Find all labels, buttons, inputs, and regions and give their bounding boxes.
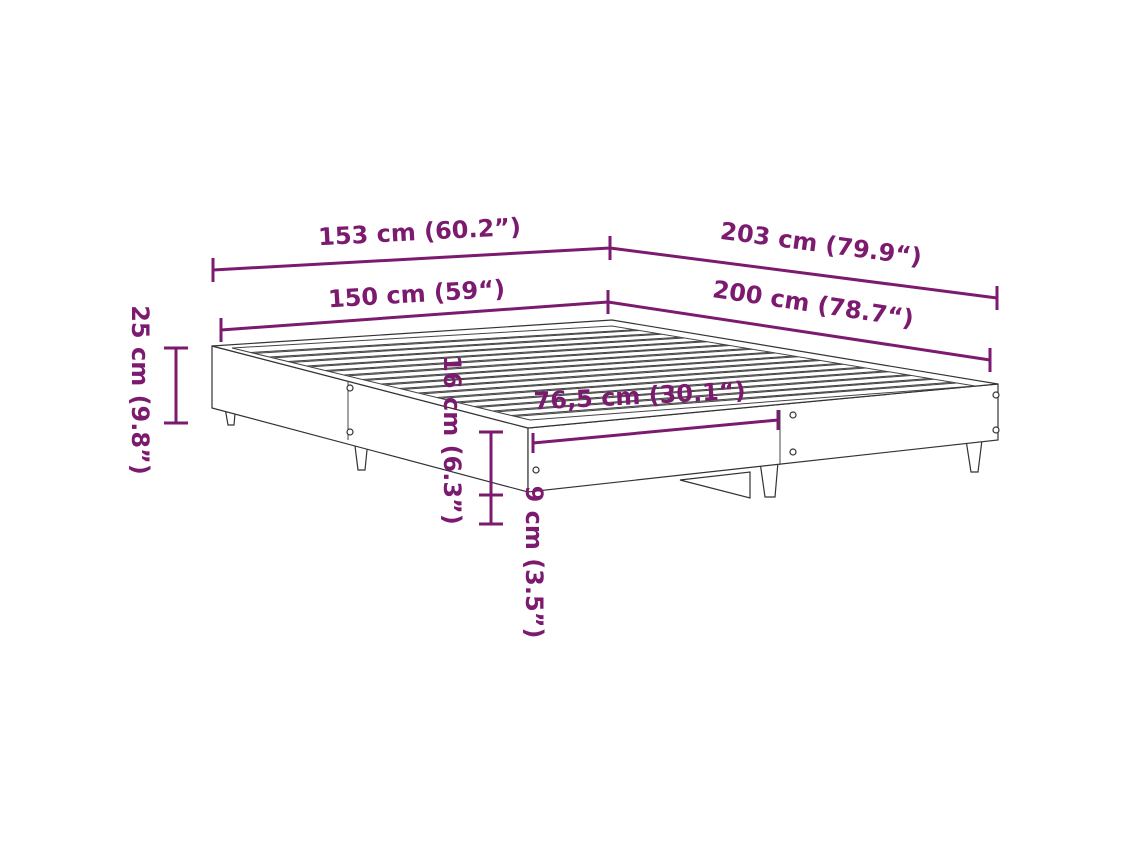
slat-line [272, 333, 662, 359]
clearance-label: 9 cm (3.5”) [520, 486, 548, 639]
slat-line [287, 336, 681, 362]
slat-line [459, 371, 889, 404]
slat-line [474, 374, 907, 407]
center-support [679, 471, 751, 499]
slat-line [347, 348, 753, 377]
slat-line [436, 366, 862, 398]
slat-line [380, 355, 794, 385]
slat-line [306, 340, 703, 367]
outer-length-label: 203 cm (79.9“) [719, 217, 924, 271]
slat-line [343, 348, 749, 376]
slat-line [254, 329, 640, 354]
frame-height-label: 16 cm (6.3”) [438, 355, 466, 525]
slat-line [440, 367, 866, 399]
slat-line [399, 359, 817, 389]
slat-line [455, 370, 885, 403]
slat-line [325, 344, 726, 371]
slat-line [477, 374, 912, 408]
slat-line [269, 333, 658, 358]
inner-rim [231, 325, 976, 421]
slat-line [384, 356, 798, 386]
slats [250, 329, 957, 417]
slat-line [310, 341, 708, 368]
inner-width-label: 150 cm (59“) [327, 275, 506, 314]
slat-line [421, 363, 844, 395]
slat-line [418, 363, 839, 394]
slat-line [365, 352, 776, 381]
outer-width-label: 153 cm (60.2”) [318, 213, 522, 252]
slat-line [250, 329, 635, 353]
bed-frame-drawing [211, 319, 1000, 499]
slat-line [496, 378, 935, 413]
slat-line [291, 337, 685, 363]
slat-line [514, 382, 957, 417]
slat-line [362, 351, 771, 380]
dimension-lines [164, 236, 999, 526]
total-height-label: 25 cm (9.8”) [126, 305, 154, 475]
slat-line [403, 359, 821, 390]
leg [759, 461, 779, 498]
leg [965, 439, 983, 473]
slat-line [492, 378, 930, 412]
slat-line [328, 344, 730, 372]
slat-line [511, 381, 953, 416]
